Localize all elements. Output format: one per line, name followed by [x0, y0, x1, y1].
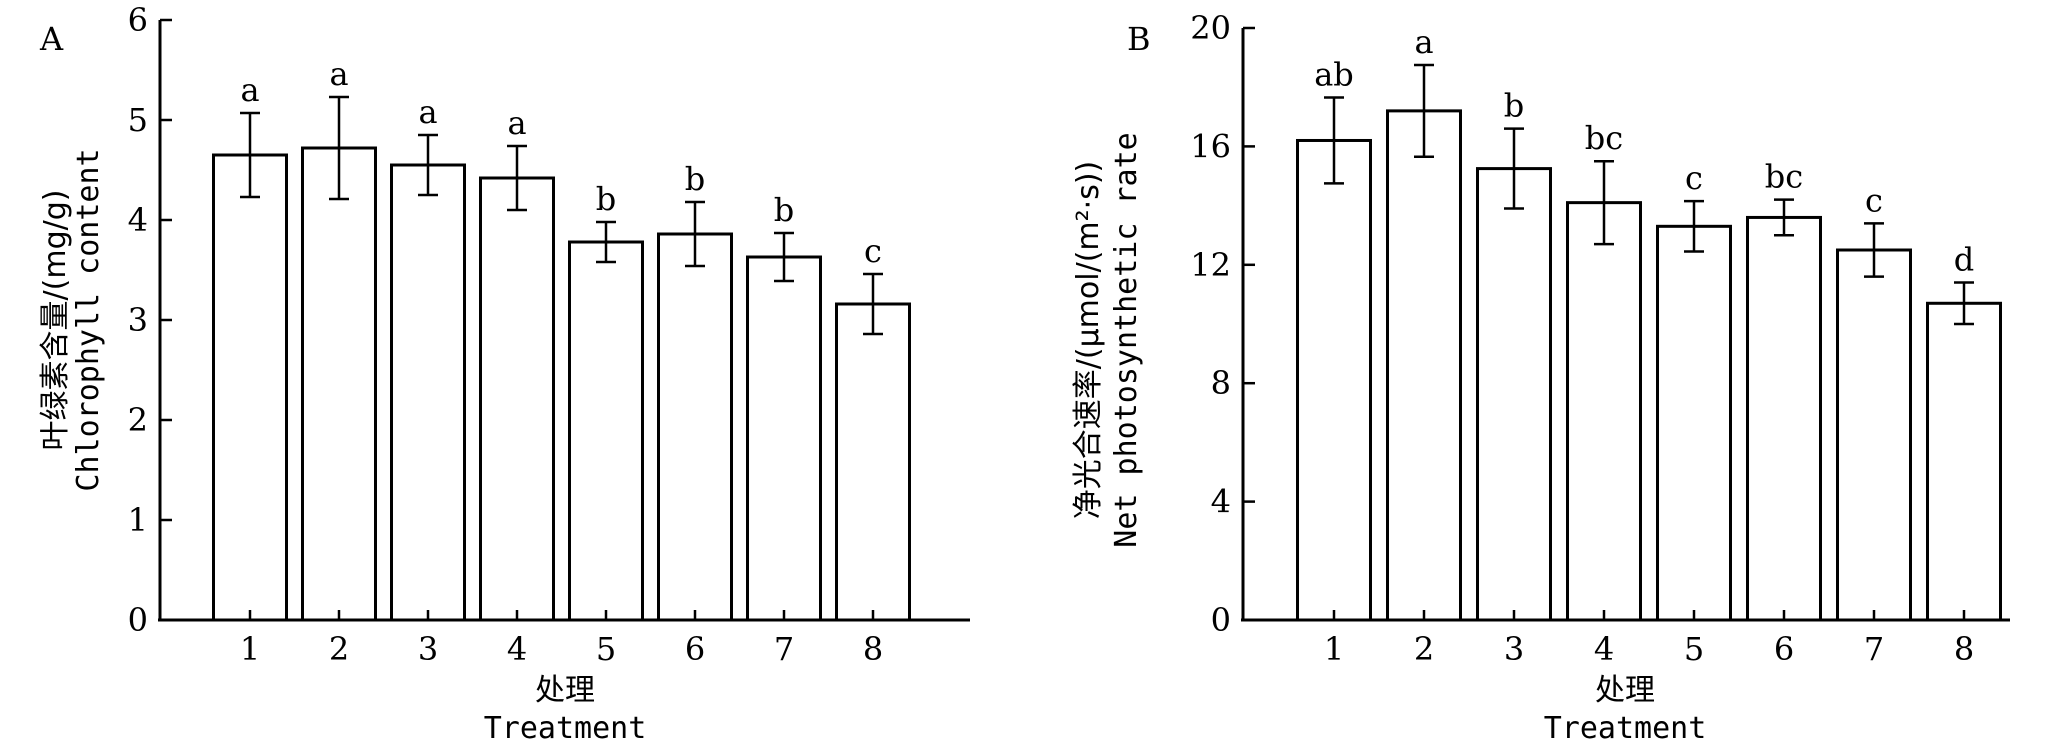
y-tick-label: 1 [128, 501, 148, 539]
x-tick-label: 7 [774, 630, 794, 668]
x-tick-label: 5 [596, 630, 616, 668]
y-tick-label: 20 [1190, 9, 1231, 47]
x-tick-label: 5 [1684, 630, 1704, 668]
significance-label: c [864, 232, 882, 270]
y-tick-label: 0 [128, 601, 148, 639]
bar [657, 232, 733, 622]
x-axis-title-cn: 处理 [535, 673, 595, 708]
bar [1656, 224, 1732, 622]
bar [746, 255, 822, 622]
significance-label: c [1865, 181, 1883, 219]
x-axis-title-en: Treatment [1544, 711, 1707, 746]
bar [1746, 215, 1822, 622]
significance-label: b [774, 191, 794, 229]
y-tick-label: 3 [128, 301, 148, 339]
bar [479, 176, 555, 622]
significance-label: b [685, 160, 705, 198]
y-axis-title-en: Net photosynthetic rate [1109, 132, 1144, 547]
bar [390, 163, 466, 622]
y-tick-label: 8 [1211, 364, 1231, 402]
x-tick-label: 6 [1774, 630, 1794, 668]
x-tick-label: 3 [418, 630, 438, 668]
y-axis-title-cn: 净光合速率/(μmol/(m²·s)) [1071, 161, 1106, 519]
x-tick-label: 8 [863, 630, 883, 668]
significance-label: b [596, 180, 616, 218]
y-axis-title-en: Chlorophyll content [71, 148, 106, 491]
bar [301, 146, 377, 622]
y-tick-label: 12 [1190, 246, 1231, 284]
bar [1386, 109, 1462, 622]
significance-label: a [418, 93, 437, 131]
significance-label: b [1504, 87, 1524, 125]
y-tick-label: 4 [128, 201, 148, 239]
bar [212, 153, 288, 622]
bar [1296, 138, 1372, 622]
bar [1926, 301, 2002, 622]
x-ticks: 1 2 3 4 5 6 7 8 [1324, 610, 1974, 668]
significance-label: bc [1765, 158, 1803, 196]
x-tick-label: 2 [329, 630, 349, 668]
significance-label: a [240, 71, 259, 109]
x-tick-label: 2 [1414, 630, 1434, 668]
y-ticks: 0 1 2 3 4 5 6 [128, 1, 172, 639]
y-tick-label: 5 [128, 101, 148, 139]
x-tick-label: 4 [507, 630, 527, 668]
y-tick-label: 6 [128, 1, 148, 39]
chart-panel-a: A 0 1 2 3 4 5 6 a a a a b b b c 1 2 3 4 5 6 7 8 叶绿素含量/(mg/g)… [38, 1, 970, 746]
panel-label-b: B [1127, 20, 1151, 58]
y-tick-label: 4 [1211, 483, 1231, 521]
bar [1476, 167, 1552, 622]
significance-label: a [507, 104, 526, 142]
panel-label-a: A [39, 20, 64, 58]
x-tick-label: 8 [1954, 630, 1974, 668]
x-tick-label: 3 [1504, 630, 1524, 668]
x-axis-title-cn: 处理 [1595, 673, 1655, 708]
x-ticks: 1 2 3 4 5 6 7 8 [240, 610, 883, 668]
y-axis-title-cn: 叶绿素含量/(mg/g) [38, 190, 73, 451]
x-tick-label: 1 [240, 630, 260, 668]
significance-label: c [1685, 159, 1703, 197]
x-axis-title-en: Treatment [484, 711, 647, 746]
bar [1836, 248, 1912, 622]
y-tick-label: 0 [1211, 601, 1231, 639]
y-tick-label: 16 [1190, 127, 1231, 165]
significance-label: a [1414, 23, 1433, 61]
x-tick-label: 6 [685, 630, 705, 668]
y-ticks: 0 4 8 12 16 20 [1190, 9, 1255, 639]
x-tick-label: 7 [1864, 630, 1884, 668]
y-tick-label: 2 [128, 401, 148, 439]
significance-label: ab [1314, 56, 1354, 94]
bar [1566, 201, 1642, 622]
significance-label: a [329, 55, 348, 93]
x-tick-label: 1 [1324, 630, 1344, 668]
significance-label: d [1954, 241, 1974, 279]
significance-label: bc [1585, 119, 1623, 157]
bar [835, 302, 911, 622]
bar [568, 240, 644, 622]
x-tick-label: 4 [1594, 630, 1614, 668]
bars: a a a a b b b c [212, 55, 911, 622]
